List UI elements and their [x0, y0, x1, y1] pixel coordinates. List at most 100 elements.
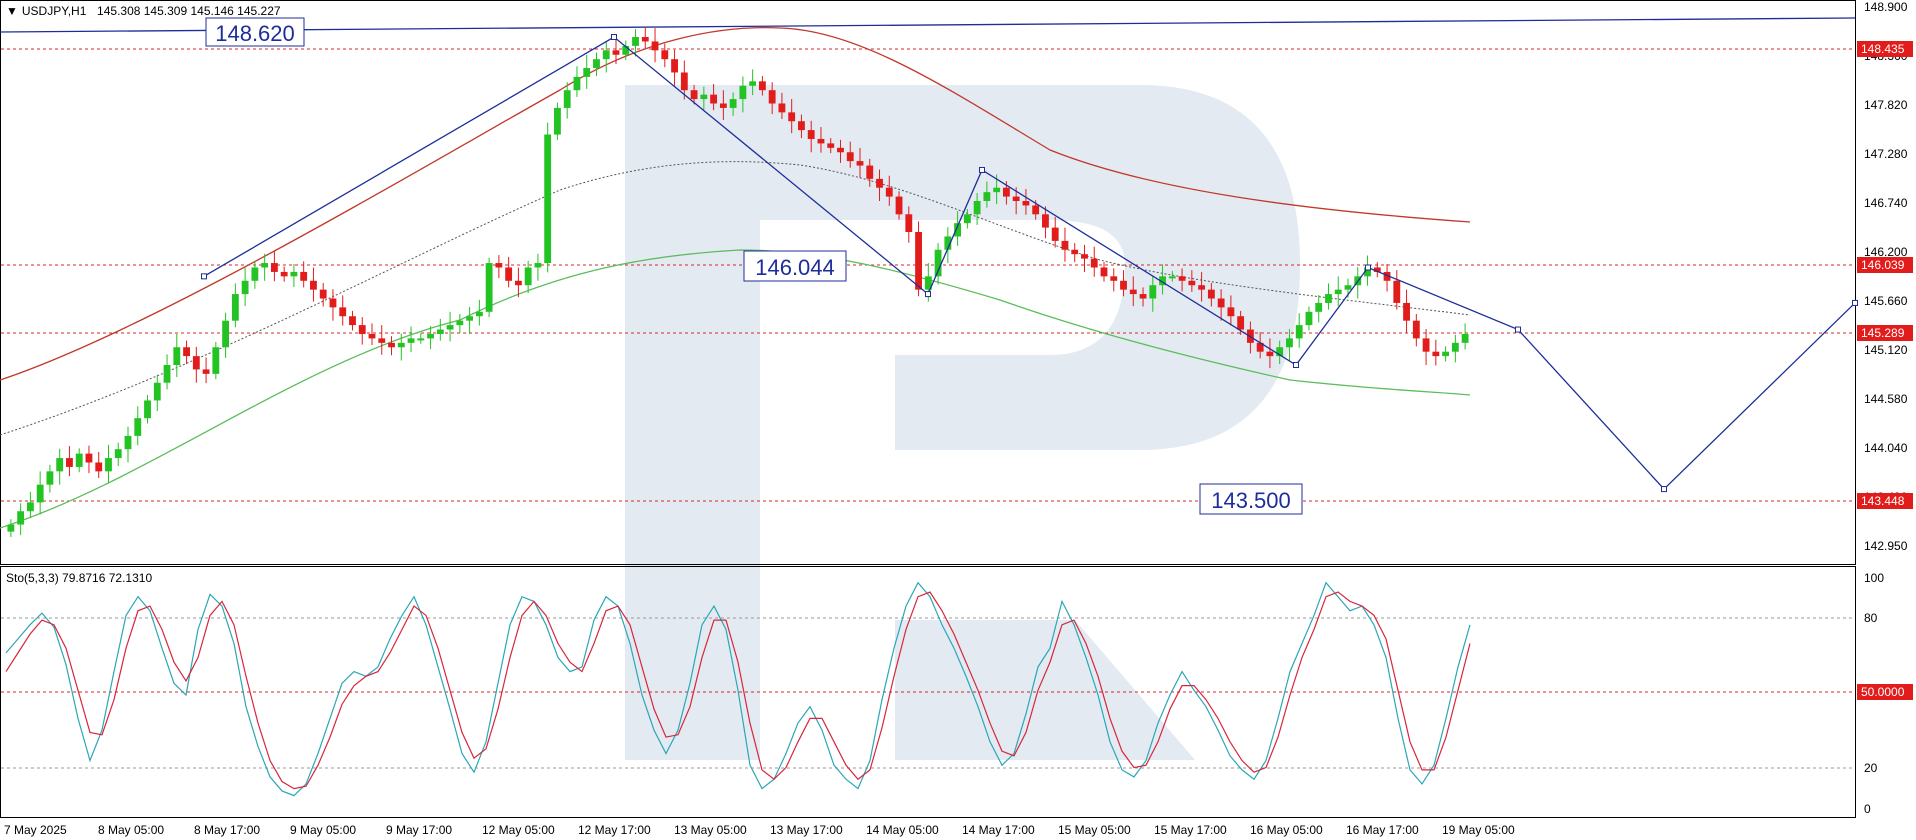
time-label: 12 May 17:00 [578, 823, 651, 837]
time-label: 15 May 05:00 [1058, 823, 1131, 837]
candle-body [290, 271, 298, 277]
watermark-logo [625, 85, 1300, 760]
candle-body [1168, 276, 1176, 279]
price-tick: 145.660 [1864, 294, 1908, 308]
candle-body [144, 400, 151, 419]
candle-body [934, 249, 942, 277]
stochastic-lines [5, 581, 1471, 797]
forecast-point [1852, 299, 1858, 306]
time-label: 9 May 05:00 [290, 823, 356, 837]
candle-body [1149, 285, 1157, 299]
candle-body [1334, 289, 1342, 295]
candle-body [1207, 289, 1215, 299]
candle-body [554, 107, 561, 135]
candle-body [1188, 280, 1196, 286]
candle-body [905, 214, 913, 233]
candle-body [993, 187, 1001, 193]
candle-body [114, 449, 122, 459]
candle-body [475, 311, 483, 317]
candle-body [124, 435, 132, 450]
candle-body [544, 134, 552, 264]
chart-frame [0, 0, 1856, 818]
candle-body [85, 453, 93, 463]
candle-body [583, 68, 591, 77]
candle-body [739, 85, 747, 100]
candle-body [1090, 258, 1098, 268]
candle-body [202, 369, 210, 374]
callout-left-text: 148.620 [215, 21, 295, 46]
candle-body [378, 338, 386, 343]
symbol-header: ▼ USDJPY,H1 145.308 145.309 145.146 145.2… [6, 4, 285, 18]
candle-body [36, 484, 44, 503]
time-label: 7 May 2025 [4, 823, 67, 837]
stoch-tick: 100 [1864, 571, 1884, 585]
candle-body [1120, 280, 1127, 290]
triangle-down-icon[interactable]: ▼ [6, 4, 18, 18]
ma-slow-line [0, 27, 1471, 381]
candle-body [56, 458, 64, 472]
time-label: 13 May 17:00 [770, 823, 843, 837]
candle-body [710, 94, 718, 104]
stochastic-series-line [5, 591, 1471, 790]
candle-body [1159, 276, 1166, 286]
candle-body [436, 329, 444, 334]
candle-body [895, 196, 903, 215]
candle-body [1061, 240, 1069, 250]
callout-middle: 146.044 [743, 250, 847, 282]
candle-body [1227, 307, 1235, 317]
candle-body [1139, 294, 1147, 299]
candle-body [983, 192, 991, 202]
level-mid: 146.039 [1861, 258, 1905, 272]
candle-body [26, 502, 34, 512]
candle-body [1178, 276, 1186, 281]
time-label: 14 May 17:00 [962, 823, 1035, 837]
candle-body [17, 511, 25, 525]
stoch-tick: 20 [1864, 761, 1878, 775]
candle-body [846, 152, 854, 162]
candle-body [651, 41, 659, 51]
time-label: 14 May 05:00 [866, 823, 939, 837]
candle-body [719, 103, 727, 108]
candle-body [75, 453, 83, 467]
time-label: 12 May 05:00 [482, 823, 555, 837]
candle-body [241, 280, 249, 295]
candle-body [495, 263, 503, 268]
candle-body [593, 59, 600, 69]
candle-body [661, 50, 669, 60]
candle-body [368, 333, 376, 339]
candle-body [1266, 351, 1274, 357]
candle-body [1051, 227, 1059, 241]
candle-body [300, 271, 308, 281]
candle-body [866, 165, 874, 179]
candle-body [1403, 302, 1410, 321]
candle-body [1442, 351, 1450, 357]
time-label: 8 May 05:00 [98, 823, 164, 837]
price-tick: 147.820 [1864, 98, 1908, 112]
candle-body [1217, 298, 1225, 308]
candle-body [729, 99, 737, 108]
candle-body [514, 280, 522, 286]
candle-body [319, 289, 327, 299]
candle-body [807, 130, 815, 139]
candle-body [1393, 280, 1401, 303]
candle-body [788, 112, 796, 122]
candle-body [915, 232, 922, 290]
forecast-point [1365, 264, 1371, 271]
candle-body [1373, 267, 1381, 272]
price-tick: 142.950 [1864, 539, 1908, 553]
candle-body [690, 90, 698, 100]
candle-body [1422, 338, 1430, 352]
callout-left: 148.620 [205, 17, 305, 47]
callout-target: 143.500 [1199, 483, 1303, 515]
candle-body [270, 263, 278, 272]
candle-body [1451, 342, 1459, 352]
candle-body [310, 280, 317, 290]
stoch-tick: 0 [1864, 802, 1871, 816]
candle-body [768, 90, 776, 104]
candle-body [251, 267, 259, 281]
candle-body [1315, 302, 1323, 312]
candle-body [856, 161, 864, 166]
candle-body [192, 356, 200, 370]
candle-body [339, 307, 347, 317]
